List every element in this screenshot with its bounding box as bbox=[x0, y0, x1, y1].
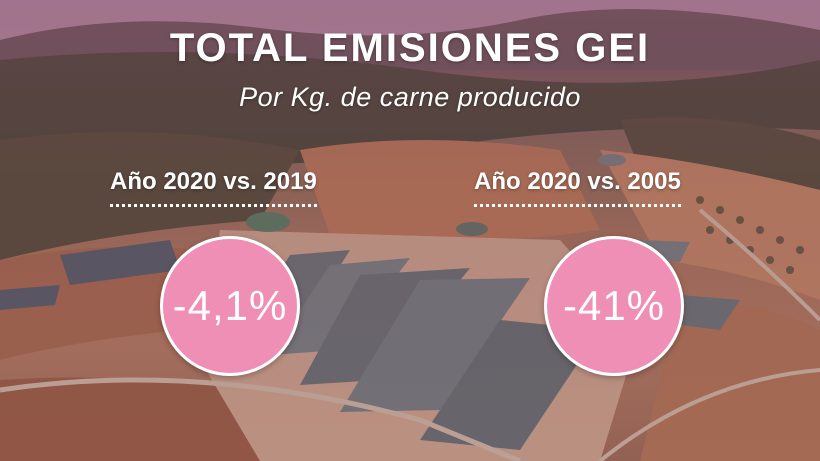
stat-value-2005: -41% bbox=[562, 282, 666, 329]
stat-badge-2019: -4,1% bbox=[160, 236, 300, 376]
page-title: TOTAL EMISIONES GEI bbox=[169, 26, 651, 70]
stat-label-2019: Año 2020 vs. 2019 bbox=[110, 168, 317, 207]
stat-value-2019: -4,1% bbox=[172, 282, 288, 329]
page-subtitle: Por Kg. de carne producido bbox=[239, 82, 581, 112]
stat-label-2005: Año 2020 vs. 2005 bbox=[474, 168, 681, 207]
stat-badge-2005: -41% bbox=[544, 236, 684, 376]
